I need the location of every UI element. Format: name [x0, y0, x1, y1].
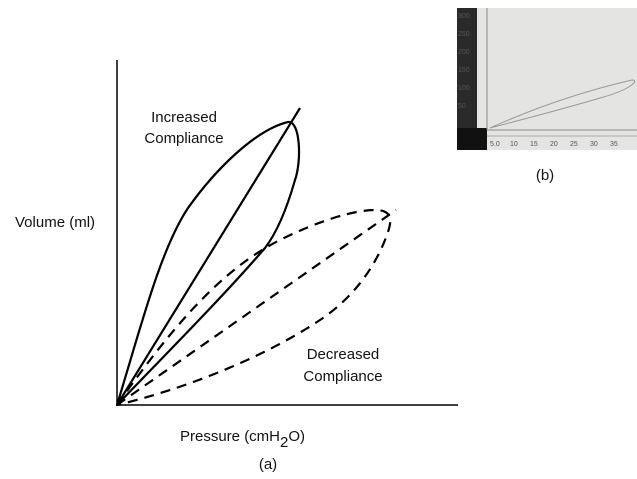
photo-x-tick: 5.0 [490, 141, 500, 148]
photo-y-tick: 200 [458, 49, 470, 56]
photo-x-tick: 30 [590, 141, 598, 148]
caption: (b) [536, 167, 554, 184]
photo-y-tick: 150 [458, 67, 470, 74]
photo-x-tick: 25 [570, 141, 578, 148]
photo-y-tick: 300 [458, 13, 470, 20]
photo-x-tick: 35 [610, 141, 618, 148]
caption: (a) [259, 456, 277, 473]
photo-y-tick: 100 [458, 85, 470, 92]
photo-x-tick: 15 [530, 141, 538, 148]
x-axis-label: Pressure (cmH2O) [180, 428, 305, 451]
photo-x-tick: 10 [510, 141, 518, 148]
decreased-label: Compliance [303, 368, 382, 385]
photo-y-tick: 250 [458, 31, 470, 38]
photo-edge [457, 8, 477, 150]
photo-corner [457, 128, 487, 150]
x-label-part: O) [288, 428, 305, 445]
panel-a: Increased Compliance Decreased Complianc… [15, 60, 458, 473]
decreased-label: Decreased [307, 346, 380, 363]
decreased-line [116, 209, 397, 406]
increased-line [116, 107, 301, 406]
x-label-part: Pressure (cmH [180, 428, 280, 445]
increased-loop [115, 120, 301, 406]
x-label-sub: 2 [280, 434, 288, 451]
photo-y-tick: 50 [458, 103, 466, 110]
increased-label: Increased [151, 109, 217, 126]
photo-x-tick: 20 [550, 141, 558, 148]
photo-loop [489, 79, 636, 129]
panel-b: (b) 300 250 200 150 100 50 5.0 10 15 20 25 30 35 [457, 8, 637, 184]
increased-label: Compliance [144, 130, 223, 147]
y-axis-label: Volume (ml) [15, 214, 95, 231]
decreased-loop [116, 208, 392, 407]
